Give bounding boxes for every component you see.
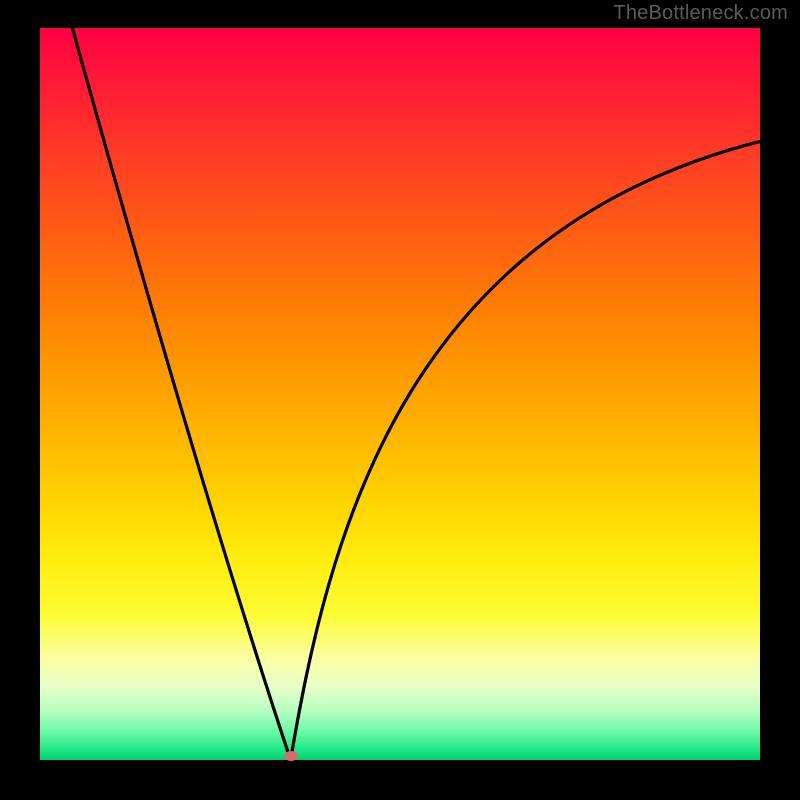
min-point-marker (284, 751, 298, 761)
watermark-text: TheBottleneck.com (613, 2, 788, 25)
plot-area (40, 28, 760, 760)
bottleneck-curve (72, 28, 760, 760)
chart-container: TheBottleneck.com (0, 0, 800, 800)
curve-svg (40, 28, 760, 760)
